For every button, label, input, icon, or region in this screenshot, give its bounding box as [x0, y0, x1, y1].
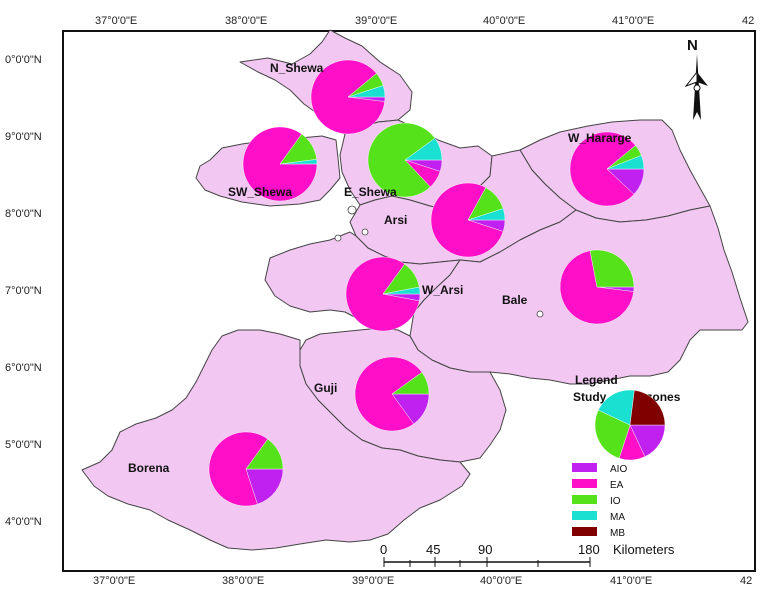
pie-slice-legend-aio — [629, 424, 666, 457]
scale-tick-label: 180 — [578, 542, 600, 557]
zone-pie-borena — [208, 431, 284, 507]
pie-slice-legend-mb — [629, 390, 666, 426]
lake-feature — [334, 234, 342, 242]
pie-slice-e-shewa-ma — [404, 137, 443, 161]
zone-labels: N_Shewa SW_Shewa E_Shewa W_Hararge Arsi … — [128, 61, 632, 475]
pie-slice-legend-io — [594, 409, 631, 459]
scale-tick-label: 45 — [426, 542, 440, 557]
left-axis-label: 0°0'0"N — [5, 54, 42, 66]
left-axis-label: 4°0'0"N — [5, 516, 42, 528]
pie-slice-guji-io — [391, 371, 430, 395]
zone-label-e-shewa: E_Shewa — [344, 185, 397, 199]
zone-label-borena: Borena — [128, 461, 170, 475]
top-axis-label: 38°0'0"E — [225, 15, 267, 27]
zone-label-sw-shewa: SW_Shewa — [228, 185, 292, 199]
legend-label-mb: MB — [610, 528, 625, 539]
zone-pie-n-shewa — [310, 59, 386, 135]
legend-swatch-ma — [572, 511, 597, 520]
pie-slice-arsi-ma — [467, 208, 506, 221]
zone-pie-sw-shewa — [242, 126, 318, 202]
scale-bar: 0 45 90 180 Kilometers — [380, 542, 675, 567]
zone-label-w-arsi: W_Arsi — [422, 283, 463, 297]
top-axis-label: 40°0'0"E — [483, 15, 525, 27]
zone-label-w-hararge: W_Hararge — [568, 131, 632, 145]
lake-feature — [361, 228, 369, 236]
left-axis-label: 5°0'0"N — [5, 439, 42, 451]
pie-slice-w-hararge-ma — [606, 155, 645, 170]
zone-label-guji: Guji — [314, 381, 337, 395]
bottom-axis-label: 42 — [740, 575, 752, 587]
pie-slice-n-shewa-ea — [310, 59, 385, 135]
pie-slice-n-shewa-ma — [347, 85, 386, 98]
legend-swatch-ea — [572, 479, 597, 488]
legend-label-ma: MA — [610, 512, 625, 523]
bottom-axis: 37°0'0"E 38°0'0"E 39°0'0"E 40°0'0"E 41°0… — [93, 575, 752, 587]
pie-slice-guji-ea — [354, 356, 423, 432]
legend-label-io: IO — [610, 496, 621, 507]
pie-slice-borena-io — [245, 438, 284, 470]
north-arrow: N — [684, 37, 708, 120]
scale-tick-label: 90 — [478, 542, 492, 557]
lake-feature — [536, 310, 544, 318]
legend-sample-pie — [594, 389, 666, 461]
left-axis-label: 7°0'0"N — [5, 285, 42, 297]
pie-slice-w-arsi-ea — [345, 256, 420, 332]
legend-swatch-aio — [572, 463, 597, 472]
left-axis-label: 8°0'0"N — [5, 208, 42, 220]
legend-swatch-io — [572, 495, 597, 504]
pie-slice-bale-io — [589, 249, 635, 288]
zone-polygon-borena — [81, 329, 471, 551]
left-axis: 0°0'0"N 9°0'0"N 8°0'0"N 7°0'0"N 6°0'0"N … — [5, 54, 42, 528]
north-label: N — [687, 37, 698, 54]
zone-pie-w-hararge — [569, 131, 645, 207]
zone-pie-w-arsi — [345, 256, 421, 332]
zone-pie-guji — [354, 356, 430, 432]
left-axis-label: 6°0'0"N — [5, 362, 42, 374]
top-axis-label: 41°0'0"E — [612, 15, 654, 27]
pie-slice-borena-aio — [245, 468, 284, 505]
zone-pie-arsi — [430, 182, 506, 258]
top-axis: 37°0'0"E 38°0'0"E 39°0'0"E 40°0'0"E 41°0… — [95, 15, 754, 27]
zone-pies — [208, 59, 645, 507]
lakes — [334, 205, 544, 318]
lake-feature — [347, 205, 357, 215]
zone-label-arsi: Arsi — [384, 213, 407, 227]
scale-tick-label: 0 — [380, 542, 387, 557]
legend-swatch-mb — [572, 527, 597, 536]
bottom-axis-label: 40°0'0"E — [480, 575, 522, 587]
pie-slice-w-hararge-ea — [569, 131, 636, 207]
legend-label-aio: AIO — [610, 464, 627, 475]
pie-slice-borena-ea — [208, 431, 269, 507]
zone-label-n-shewa: N_Shewa — [270, 61, 324, 75]
pie-slice-arsi-ea — [430, 182, 504, 258]
pie-slice-w-arsi-ma — [382, 286, 421, 295]
pie-slice-e-shewa-io — [367, 122, 436, 198]
left-axis-label: 9°0'0"N — [5, 131, 42, 143]
pie-slice-sw-shewa-ma — [279, 159, 318, 165]
bottom-axis-label: 38°0'0"E — [222, 575, 264, 587]
bottom-axis-label: 39°0'0"E — [352, 575, 394, 587]
bottom-axis-label: 37°0'0"E — [93, 575, 135, 587]
top-axis-label: 39°0'0"E — [355, 15, 397, 27]
pie-slice-bale-ea — [559, 250, 634, 325]
legend: Legend Study_Area_zones AIO EA IO MA MB — [572, 373, 681, 539]
top-axis-label: 42 — [742, 15, 754, 27]
zone-label-bale: Bale — [502, 293, 528, 307]
pie-slice-legend-ma — [598, 389, 635, 426]
zone-pie-e-shewa — [367, 122, 443, 198]
bottom-axis-label: 41°0'0"E — [610, 575, 652, 587]
legend-title: Legend — [575, 373, 618, 387]
north-arrow-hub — [693, 84, 701, 92]
zone-pie-bale — [559, 249, 635, 325]
legend-label-ea: EA — [610, 480, 624, 491]
top-axis-label: 37°0'0"E — [95, 15, 137, 27]
north-arrow-wing — [697, 72, 708, 86]
scale-unit-label: Kilometers — [613, 542, 675, 557]
